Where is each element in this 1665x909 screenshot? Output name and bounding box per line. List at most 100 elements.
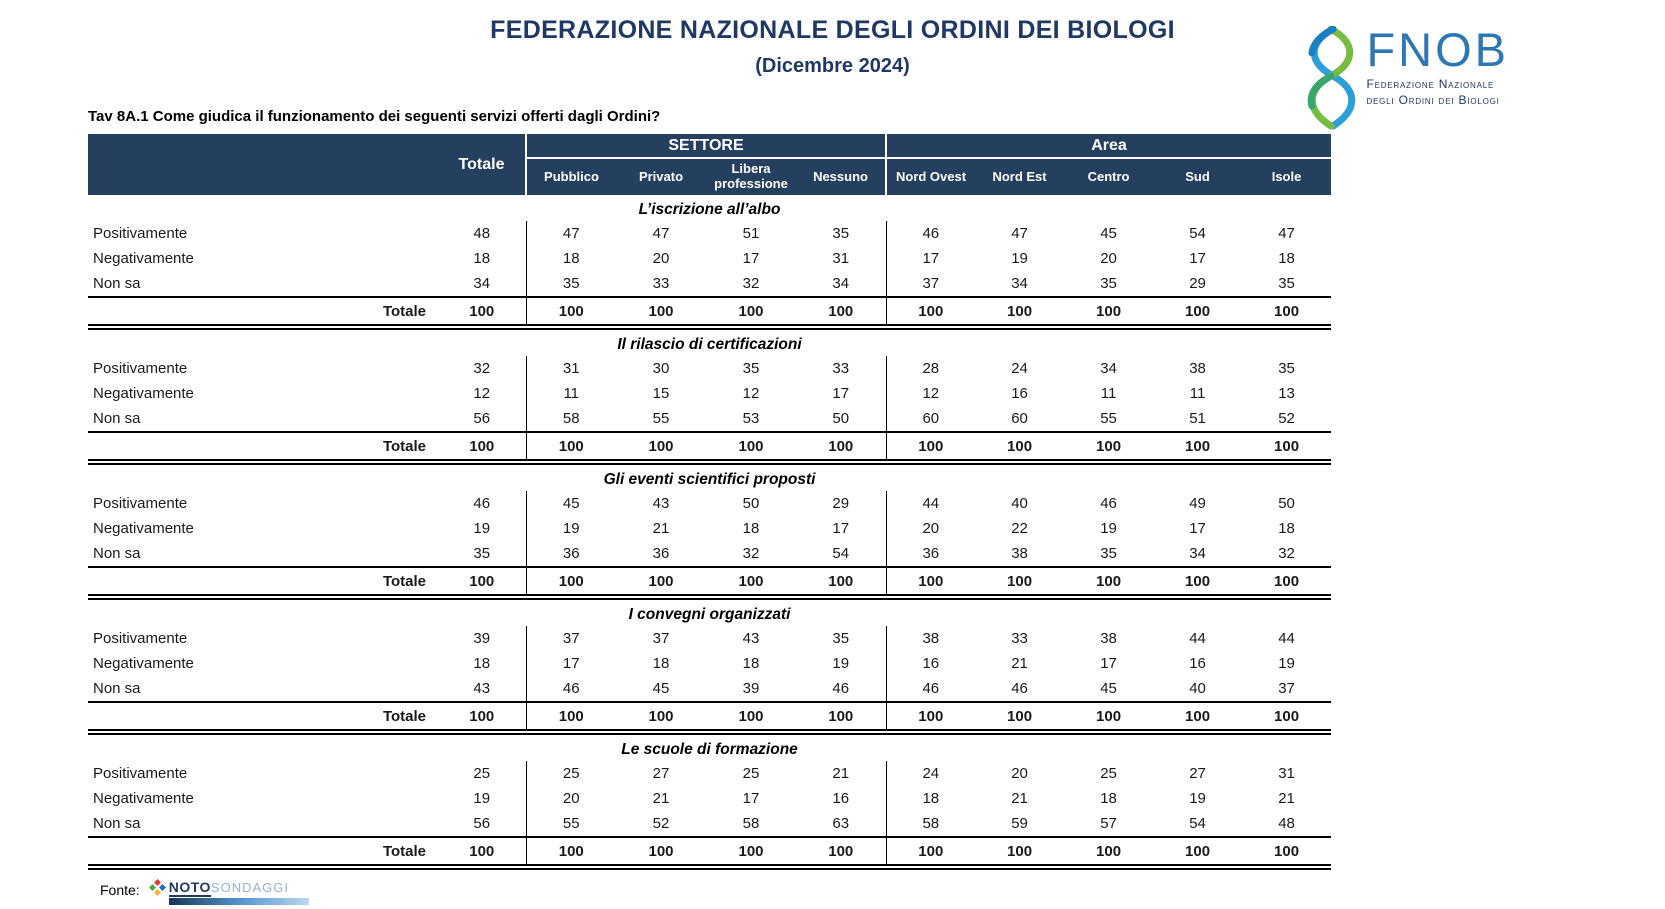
section-title: Le scuole di formazione xyxy=(621,741,798,758)
total-value-cell: 100 xyxy=(706,296,796,330)
value-cell: 47 xyxy=(562,225,580,242)
value-cell: 36 xyxy=(652,545,670,562)
group-header-settore: SETTORE xyxy=(524,134,887,159)
noto-banner-bar xyxy=(168,898,309,905)
value-cell: 47 xyxy=(1278,225,1295,242)
row-label: Negativamente xyxy=(93,385,194,402)
value-cell: 21 xyxy=(1011,655,1028,672)
total-value-cell: 100 xyxy=(796,566,887,600)
value-cell: 57 xyxy=(1100,815,1117,832)
value-cell: 39 xyxy=(742,680,760,697)
value-cell: 55 xyxy=(652,410,670,427)
value-cell: 20 xyxy=(562,790,580,807)
value-cell: 47 xyxy=(652,225,670,242)
table-row: Positivamente 48 47 47 51 35 46 47 45 54 47 xyxy=(88,221,1331,246)
value-cell: 17 xyxy=(796,381,887,406)
value-cell: 46 xyxy=(562,680,580,697)
value-cell: 58 xyxy=(562,410,580,427)
noto-wordmark: NOTO xyxy=(168,879,211,897)
value-cell: 44 xyxy=(1278,630,1295,647)
value-cell: 27 xyxy=(1189,765,1206,782)
row-label: Non sa xyxy=(93,680,141,697)
value-cell: 46 xyxy=(796,676,887,702)
total-value-cell: 100 xyxy=(1064,836,1154,870)
value-cell: 45 xyxy=(652,680,670,697)
total-value-cell: 100 xyxy=(975,296,1065,330)
value-cell: 58 xyxy=(742,815,760,832)
value-cell: 21 xyxy=(652,790,670,807)
value-cell: 17 xyxy=(1189,520,1206,537)
total-value-cell: 100 xyxy=(438,431,527,465)
table-row: Negativamente 19 20 21 17 16 18 21 18 19 21 xyxy=(88,786,1331,811)
total-row: Totale 100 100 100 100 100 100 100 100 100 100 xyxy=(88,836,1332,870)
value-cell: 34 xyxy=(1100,360,1117,377)
value-cell: 35 xyxy=(1278,360,1295,377)
section-title: Il rilascio di certificazioni xyxy=(617,336,802,353)
value-cell: 38 xyxy=(922,630,940,647)
section-title: I convegni organizzati xyxy=(628,606,791,623)
value-cell: 51 xyxy=(742,225,760,242)
value-cell: 19 xyxy=(1100,520,1117,537)
value-cell: 19 xyxy=(1278,655,1295,672)
value-cell: 31 xyxy=(796,246,887,271)
total-value-cell: 100 xyxy=(796,836,887,870)
value-cell: 16 xyxy=(1011,385,1028,402)
section-title-row: Il rilascio di certificazioni xyxy=(88,327,1331,356)
fonte-label: Fonte: xyxy=(100,882,140,898)
value-cell: 53 xyxy=(742,410,760,427)
value-cell: 60 xyxy=(922,410,940,427)
total-row: Totale 100 100 100 100 100 100 100 100 100 100 xyxy=(88,431,1332,465)
sondaggi-wordmark: SONDAGGI xyxy=(210,880,289,895)
value-cell: 21 xyxy=(1011,790,1028,807)
value-cell: 32 xyxy=(1278,545,1295,562)
fnob-acronym: FNOB xyxy=(1366,23,1509,76)
value-cell: 37 xyxy=(1278,680,1295,697)
value-cell: 20 xyxy=(652,250,670,267)
value-cell: 63 xyxy=(796,811,887,837)
total-value-cell: 100 xyxy=(1153,431,1243,465)
survey-table: Totale SETTORE Area Pubblico Privato Lib… xyxy=(88,134,1332,870)
section-title-row: I convegni organizzati xyxy=(88,597,1331,626)
value-cell: 59 xyxy=(1011,815,1028,832)
section-title-row: L’iscrizione all’albo xyxy=(88,195,1331,221)
table-row: Negativamente 18 18 20 17 31 17 19 20 17 18 xyxy=(88,246,1331,271)
row-label: Positivamente xyxy=(93,225,188,242)
total-row-label: Totale xyxy=(88,566,438,600)
value-cell: 16 xyxy=(796,786,887,811)
total-value-cell: 100 xyxy=(886,836,976,870)
value-cell: 48 xyxy=(438,221,527,246)
col-header-privato: Privato xyxy=(616,158,706,195)
value-cell: 25 xyxy=(438,761,527,786)
value-cell: 56 xyxy=(438,811,527,837)
value-cell: 58 xyxy=(922,815,940,832)
section-title: L’iscrizione all’albo xyxy=(638,201,781,218)
page-subtitle: (Dicembre 2024) xyxy=(755,55,910,77)
row-label: Positivamente xyxy=(93,495,188,512)
total-row-label: Totale xyxy=(88,836,438,870)
value-cell: 35 xyxy=(796,221,887,246)
total-value-cell: 100 xyxy=(438,296,527,330)
value-cell: 20 xyxy=(1011,765,1028,782)
total-value-cell: 100 xyxy=(1064,296,1154,330)
total-value-cell: 100 xyxy=(526,836,616,870)
dna-helix-icon xyxy=(1308,26,1356,130)
total-value-cell: 100 xyxy=(1242,296,1332,330)
value-cell: 17 xyxy=(922,250,940,267)
value-cell: 43 xyxy=(742,630,760,647)
noto-sondaggi-logo: NOTO SONDAGGI xyxy=(148,879,309,905)
table-row: Non sa 35 36 36 32 54 36 38 35 34 32 xyxy=(88,541,1331,567)
row-label: Positivamente xyxy=(93,630,188,647)
total-value-cell: 100 xyxy=(886,701,976,735)
col-header-nessuno: Nessuno xyxy=(796,158,887,195)
total-value-cell: 100 xyxy=(526,566,616,600)
section-title-row: Le scuole di formazione xyxy=(88,732,1331,761)
value-cell: 46 xyxy=(1011,680,1028,697)
value-cell: 36 xyxy=(562,545,580,562)
value-cell: 40 xyxy=(1011,495,1028,512)
value-cell: 19 xyxy=(1011,250,1028,267)
value-cell: 50 xyxy=(1278,495,1295,512)
value-cell: 16 xyxy=(1189,655,1206,672)
value-cell: 33 xyxy=(1011,630,1028,647)
value-cell: 17 xyxy=(742,790,760,807)
value-cell: 12 xyxy=(438,381,527,406)
